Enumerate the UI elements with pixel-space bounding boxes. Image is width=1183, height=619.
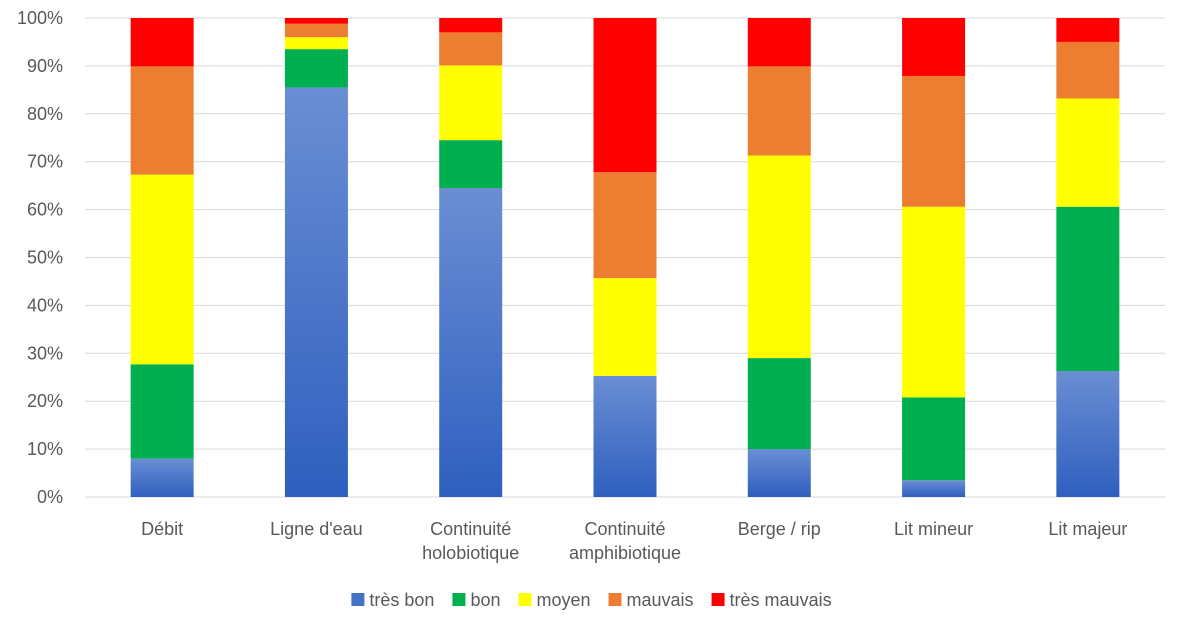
x-tick-label: Berge / rip <box>738 519 821 539</box>
legend: très bon bon moyen mauvais très mauvais <box>351 590 832 610</box>
bar-segment <box>439 18 503 33</box>
y-tick-label: 10% <box>27 439 63 459</box>
bar-segment <box>747 66 811 156</box>
x-tick-label: amphibiotique <box>569 543 681 563</box>
bar-segment <box>902 397 966 481</box>
bar-segment <box>747 449 811 497</box>
bar-segment <box>1056 41 1120 99</box>
bar-segment <box>593 18 657 173</box>
bar-segment <box>284 18 348 24</box>
bars <box>130 18 1120 498</box>
x-tick-label: holobiotique <box>422 543 519 563</box>
bar-segment <box>747 18 811 67</box>
y-tick-label: 90% <box>27 56 63 76</box>
bar-segment <box>1056 18 1120 42</box>
bar-segment <box>130 458 194 497</box>
bar-segment <box>593 278 657 376</box>
y-tick-label: 50% <box>27 248 63 268</box>
y-tick-label: 80% <box>27 104 63 124</box>
bar-segment <box>747 155 811 359</box>
bar-segment <box>1056 98 1120 207</box>
bar-segment <box>284 87 348 497</box>
bar-segment <box>284 23 348 38</box>
bar-segment <box>1056 206 1120 372</box>
legend-swatch <box>452 593 466 606</box>
y-tick-label: 20% <box>27 391 63 411</box>
bar-segment <box>284 49 348 88</box>
legend-label: bon <box>470 590 500 610</box>
legend-swatch <box>711 593 725 606</box>
bar-segment <box>902 206 966 398</box>
bar-segment <box>130 174 194 365</box>
bar-segment <box>439 188 503 498</box>
bar-segment <box>747 358 811 450</box>
bar-segment <box>130 364 194 459</box>
bar-segment <box>439 32 503 66</box>
y-tick-label: 100% <box>17 8 63 28</box>
legend-label: très mauvais <box>730 590 832 610</box>
bar-segment <box>593 375 657 497</box>
y-axis: 0% 10% 20% 30% 40% 50% 60% 70% 80% 90% 100% <box>17 8 63 507</box>
legend-swatch <box>351 593 365 606</box>
bar-segment <box>284 37 348 50</box>
bar-segment <box>130 66 194 175</box>
bar-segment <box>902 480 966 497</box>
legend-label: très bon <box>369 590 434 610</box>
bar-segment <box>439 65 503 141</box>
y-tick-label: 40% <box>27 295 63 315</box>
x-tick-label: Continuité <box>584 519 665 539</box>
y-tick-label: 0% <box>37 487 63 507</box>
legend-label: mauvais <box>627 590 694 610</box>
legend-swatch <box>608 593 622 606</box>
x-tick-label: Continuité <box>430 519 511 539</box>
x-tick-label: Lit mineur <box>894 519 973 539</box>
x-tick-label: Débit <box>141 519 183 539</box>
legend-label: moyen <box>536 590 590 610</box>
bar-segment <box>902 18 966 76</box>
bar-segment <box>1056 371 1120 497</box>
bar-segment <box>593 172 657 279</box>
legend-swatch <box>518 593 532 606</box>
y-tick-label: 30% <box>27 343 63 363</box>
x-axis: Débit Ligne d'eau Continuité holobiotique Co… <box>141 519 1127 563</box>
bar-segment <box>130 18 194 67</box>
x-tick-label: Ligne d'eau <box>270 519 363 539</box>
y-tick-label: 70% <box>27 152 63 172</box>
x-tick-label: Lit majeur <box>1048 519 1127 539</box>
y-tick-label: 60% <box>27 200 63 220</box>
bar-segment <box>439 140 503 189</box>
bar-segment <box>902 75 966 207</box>
